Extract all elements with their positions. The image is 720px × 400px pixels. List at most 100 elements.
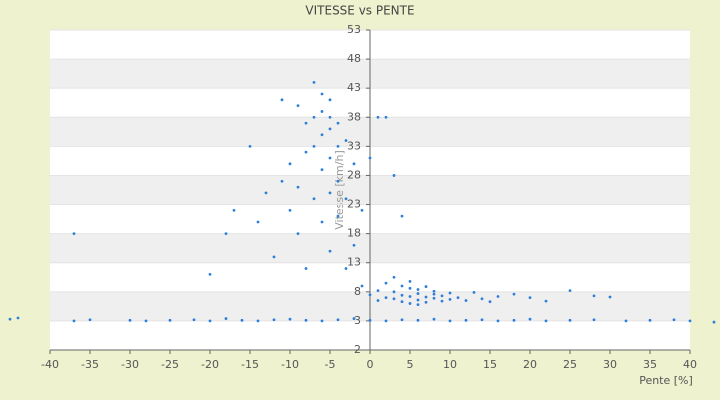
- x-tick-label: 15: [483, 358, 497, 371]
- point: [360, 284, 364, 288]
- x-axis-title: Pente [%]: [639, 374, 693, 387]
- point: [312, 144, 316, 148]
- point: [480, 297, 484, 301]
- point: [456, 296, 460, 300]
- x-tick-label: -35: [81, 358, 99, 371]
- point: [168, 318, 172, 322]
- point: [408, 295, 412, 298]
- y-tick-label: 23: [347, 198, 361, 211]
- point: [496, 319, 500, 323]
- y-tick-label: 8: [354, 285, 361, 298]
- point: [192, 318, 196, 322]
- y-tick-label: 43: [347, 81, 361, 94]
- point: [328, 115, 332, 119]
- point: [592, 318, 596, 322]
- point: [72, 232, 76, 236]
- point: [432, 289, 436, 293]
- point: [224, 232, 228, 236]
- x-tick-label: 5: [407, 358, 414, 371]
- point: [464, 318, 468, 322]
- x-tick-label: 0: [367, 358, 374, 371]
- point: [408, 286, 412, 290]
- point: [488, 300, 492, 304]
- point: [624, 319, 628, 323]
- point: [432, 296, 436, 300]
- point: [328, 127, 332, 131]
- point: [408, 279, 412, 283]
- point: [328, 156, 332, 160]
- x-tick-label: -40: [41, 358, 59, 371]
- x-tick-label: 40: [683, 358, 697, 371]
- point: [416, 303, 420, 307]
- point: [344, 139, 348, 142]
- y-tick-label: 53: [347, 23, 361, 36]
- x-tick-label: -25: [161, 358, 179, 371]
- y-tick-label: 48: [347, 52, 361, 65]
- point: [480, 318, 484, 322]
- point: [448, 319, 452, 323]
- point: [280, 179, 284, 183]
- point: [88, 318, 92, 322]
- point: [256, 319, 260, 323]
- point: [424, 295, 428, 299]
- y-axis-title: Vitesse [km/h]: [333, 150, 346, 230]
- point: [248, 144, 252, 148]
- point: [208, 272, 212, 276]
- point: [344, 197, 348, 201]
- point: [416, 288, 420, 291]
- point: [568, 289, 572, 293]
- point: [320, 220, 324, 224]
- point: [376, 289, 380, 293]
- point: [336, 121, 340, 125]
- point: [328, 249, 332, 253]
- point: [368, 156, 372, 160]
- point: [528, 296, 532, 300]
- point: [448, 291, 452, 295]
- x-tick-label: -20: [201, 358, 219, 371]
- point: [392, 297, 396, 301]
- point: [336, 214, 340, 218]
- point: [208, 319, 212, 323]
- point: [360, 208, 364, 212]
- point: [672, 318, 676, 322]
- point: [608, 295, 612, 299]
- x-tick-label: -15: [241, 358, 259, 371]
- point: [280, 98, 284, 102]
- point: [392, 275, 396, 279]
- point: [144, 319, 148, 323]
- x-tick-label: 20: [523, 358, 537, 371]
- point: [384, 281, 388, 285]
- point: [328, 191, 332, 195]
- point: [312, 80, 316, 84]
- point: [272, 255, 276, 259]
- x-tick-label: -30: [121, 358, 139, 371]
- x-tick-label: 30: [603, 358, 617, 371]
- point: [304, 318, 308, 322]
- point: [16, 316, 20, 320]
- point: [320, 110, 324, 113]
- point: [416, 318, 420, 322]
- point: [416, 298, 420, 302]
- point: [568, 318, 572, 322]
- y-tick-label: 18: [347, 227, 361, 240]
- point: [528, 317, 532, 321]
- point: [336, 144, 340, 148]
- point: [288, 162, 292, 166]
- point: [256, 220, 260, 224]
- point: [368, 293, 372, 297]
- point: [368, 318, 372, 322]
- point: [432, 292, 436, 296]
- point: [288, 317, 292, 321]
- point: [400, 300, 404, 304]
- point: [424, 285, 428, 288]
- point: [464, 299, 468, 302]
- point: [128, 318, 132, 322]
- point: [432, 317, 436, 321]
- x-tick-label: 10: [443, 358, 457, 371]
- point: [440, 299, 444, 303]
- point: [304, 121, 308, 125]
- x-tick-label: 35: [643, 358, 657, 371]
- x-tick-label: -5: [325, 358, 336, 371]
- point: [72, 319, 76, 323]
